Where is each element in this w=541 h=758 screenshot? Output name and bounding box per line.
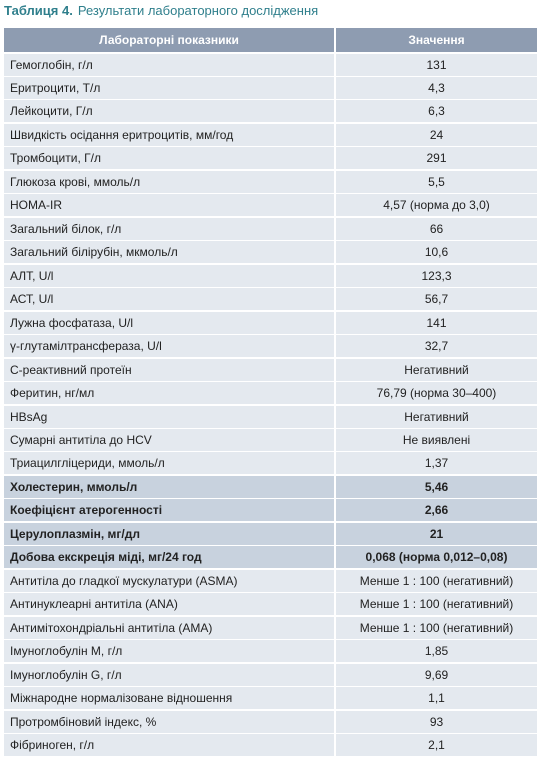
table-row: Лейкоцити, Г/л 6,3 [4, 100, 537, 123]
table-row: С-реактивний протеїн Негативний [4, 358, 537, 381]
indicator-cell: Швидкість осідання еритроцитів, мм/год [4, 123, 334, 146]
table-row: АСТ, U/l 56,7 [4, 288, 537, 311]
indicator-cell: γ-глутамілтрансфераза, U/l [4, 335, 334, 358]
indicator-cell: Феритин, нг/мл [4, 382, 334, 405]
table-row: АЛТ, U/l 123,3 [4, 264, 537, 287]
value-cell: 123,3 [336, 264, 537, 287]
indicator-cell: Добова екскреція міді, мг/24 год [4, 546, 334, 569]
value-cell: 2,66 [336, 499, 537, 522]
table-row: Холестерин, ммоль/л 5,46 [4, 475, 537, 498]
value-cell: 0,068 (норма 0,012–0,08) [336, 546, 537, 569]
value-cell: 4,57 (норма до 3,0) [336, 194, 537, 217]
indicator-cell: Коефіцієнт атерогенності [4, 499, 334, 522]
table-row: Еритроцити, Т/л 4,3 [4, 76, 537, 99]
value-cell: 1,85 [336, 640, 537, 663]
indicator-cell: Триацилгліцериди, ммоль/л [4, 452, 334, 475]
value-cell: 24 [336, 123, 537, 146]
indicator-cell: Еритроцити, Т/л [4, 76, 334, 99]
value-cell: 6,3 [336, 100, 537, 123]
table-row: Коефіцієнт атерогенності 2,66 [4, 499, 537, 522]
value-cell: 1,1 [336, 687, 537, 710]
caption-title: Результати лабораторного дослідження [77, 3, 319, 18]
indicator-cell: HBsAg [4, 405, 334, 428]
indicator-cell: Церулоплазмін, мг/дл [4, 522, 334, 545]
value-cell: Менше 1 : 100 (негативний) [336, 593, 537, 616]
table-row: Імуноглобулін М, г/л 1,85 [4, 640, 537, 663]
table-row: Загальний білірубін, мкмоль/л 10,6 [4, 241, 537, 264]
indicator-cell: Антимітохондріальні антитіла (AMA) [4, 616, 334, 639]
value-cell: Негативний [336, 358, 537, 381]
table-row: γ-глутамілтрансфераза, U/l 32,7 [4, 335, 537, 358]
value-cell: 76,79 (норма 30–400) [336, 382, 537, 405]
table-row: Глюкоза крові, ммоль/л 5,5 [4, 170, 537, 193]
value-cell: 291 [336, 147, 537, 170]
header-row: Лабораторні показники Значення [4, 28, 537, 52]
value-cell: 66 [336, 217, 537, 240]
table-row: Сумарні антитіла до HCV Не виявлені [4, 429, 537, 451]
value-cell: 32,7 [336, 335, 537, 358]
column-header: Значення [336, 28, 537, 52]
table-row: Антимітохондріальні антитіла (AMA) Менше … [4, 616, 537, 639]
indicator-cell: АЛТ, U/l [4, 264, 334, 287]
value-cell: 21 [336, 522, 537, 545]
indicator-cell: Антинуклеарні антитіла (ANA) [4, 593, 334, 616]
value-cell: 4,3 [336, 76, 537, 99]
table-row: Загальний білок, г/л 66 [4, 217, 537, 240]
value-cell: 5,46 [336, 475, 537, 498]
indicator-cell: HOMA-IR [4, 194, 334, 217]
value-cell: 141 [336, 311, 537, 334]
value-cell: 10,6 [336, 241, 537, 264]
indicator-cell: Міжнародне нормалізоване відношення [4, 687, 334, 710]
value-cell: 5,5 [336, 170, 537, 193]
table-row: Добова екскреція міді, мг/24 год 0,068 (н… [4, 546, 537, 569]
value-cell: Менше 1 : 100 (негативний) [336, 616, 537, 639]
value-cell: 93 [336, 710, 537, 733]
indicator-cell: Сумарні антитіла до HCV [4, 429, 334, 451]
table-row: Фібриноген, г/л 2,1 [4, 734, 537, 757]
table-row: Церулоплазмін, мг/дл 21 [4, 522, 537, 545]
table-row: Імуноглобулін G, г/л 9,69 [4, 663, 537, 686]
indicator-cell: Глюкоза крові, ммоль/л [4, 170, 334, 193]
value-cell: 9,69 [336, 663, 537, 686]
table-row: Швидкість осідання еритроцитів, мм/год 24 [4, 123, 537, 146]
value-cell: 2,1 [336, 734, 537, 757]
indicator-cell: Імуноглобулін М, г/л [4, 640, 334, 663]
indicator-cell: Гемоглобін, г/л [4, 53, 334, 76]
table-row: Лужна фосфатаза, U/l 141 [4, 311, 537, 334]
value-cell: 56,7 [336, 288, 537, 311]
value-cell: 1,37 [336, 452, 537, 475]
indicator-cell: Загальний білок, г/л [4, 217, 334, 240]
indicator-cell: Тромбоцити, Г/л [4, 147, 334, 170]
indicator-cell: Протромбіновий індекс, % [4, 710, 334, 733]
table: Лабораторні показники Значення Гемоглобі… [4, 28, 537, 758]
table-row: Антинуклеарні антитіла (ANA) Менше 1 : 10… [4, 593, 537, 616]
indicator-cell: Антитіла до гладкої мускулатури (ASMA) [4, 569, 334, 592]
value-cell: Негативний [336, 405, 537, 428]
table-row: Міжнародне нормалізоване відношення 1,1 [4, 687, 537, 710]
indicator-cell: Загальний білірубін, мкмоль/л [4, 241, 334, 264]
indicator-cell: Лужна фосфатаза, U/l [4, 311, 334, 334]
column-header: Лабораторні показники [4, 28, 334, 52]
table-row: HBsAg Негативний [4, 405, 537, 428]
table-row: Триацилгліцериди, ммоль/л 1,37 [4, 452, 537, 475]
indicator-cell: Холестерин, ммоль/л [4, 475, 334, 498]
indicator-cell: Фібриноген, г/л [4, 734, 334, 757]
table-row: Протромбіновий індекс, % 93 [4, 710, 537, 733]
table-row: Гемоглобін, г/л 131 [4, 53, 537, 76]
table-row: HOMA-IR 4,57 (норма до 3,0) [4, 194, 537, 217]
indicator-cell: Імуноглобулін G, г/л [4, 663, 334, 686]
table-caption: Таблиця 4. Результати лабораторного дослі… [4, 3, 318, 18]
indicator-cell: Лейкоцити, Г/л [4, 100, 334, 123]
value-cell: Менше 1 : 100 (негативний) [336, 569, 537, 592]
caption-label: Таблиця 4. [4, 3, 73, 18]
table-row: Тромбоцити, Г/л 291 [4, 147, 537, 170]
indicator-cell: АСТ, U/l [4, 288, 334, 311]
table-row: Феритин, нг/мл 76,79 (норма 30–400) [4, 382, 537, 405]
table-row: Антитіла до гладкої мускулатури (ASMA) Ме… [4, 569, 537, 592]
value-cell: Не виявлені [336, 429, 537, 451]
value-cell: 131 [336, 53, 537, 76]
indicator-cell: С-реактивний протеїн [4, 358, 334, 381]
